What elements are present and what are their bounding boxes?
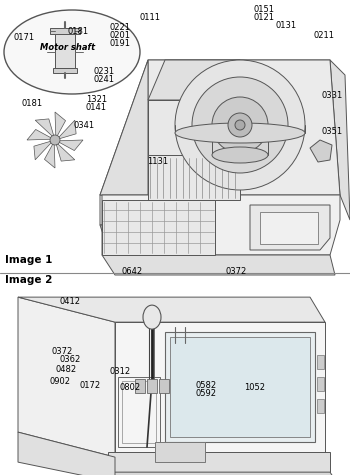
Text: 0341: 0341 [74,122,95,131]
Circle shape [50,135,60,145]
FancyBboxPatch shape [135,379,145,393]
Polygon shape [115,322,325,457]
Text: 0351: 0351 [321,127,342,136]
Circle shape [175,60,305,190]
Text: 0312: 0312 [110,368,131,377]
Polygon shape [108,452,330,472]
Polygon shape [18,297,325,322]
Polygon shape [102,255,335,275]
Polygon shape [56,143,75,161]
Text: 1052: 1052 [244,383,265,392]
Polygon shape [58,120,76,139]
Text: 0231: 0231 [93,67,114,76]
Text: 0181: 0181 [68,27,89,36]
Text: Image 1: Image 1 [5,255,52,265]
Polygon shape [102,200,215,255]
Ellipse shape [212,147,268,163]
Text: 0191: 0191 [110,38,131,48]
Polygon shape [35,119,54,137]
Polygon shape [100,195,340,225]
Text: 0131: 0131 [275,21,296,30]
Circle shape [212,97,268,153]
Text: Motor shaft: Motor shaft [40,42,95,51]
Polygon shape [100,60,148,195]
Polygon shape [50,28,80,34]
Text: 0221: 0221 [110,22,131,31]
FancyBboxPatch shape [317,377,324,391]
Text: 0372: 0372 [226,266,247,276]
Polygon shape [148,60,240,100]
Polygon shape [108,472,340,475]
Polygon shape [27,130,51,140]
Polygon shape [55,112,65,136]
Text: 0241: 0241 [93,76,114,85]
Text: 0362: 0362 [60,355,81,364]
Polygon shape [155,442,205,462]
Text: 0201: 0201 [110,30,131,39]
Text: 0482: 0482 [55,365,76,374]
Polygon shape [165,332,315,442]
Polygon shape [330,60,350,220]
Polygon shape [100,225,270,240]
Text: 0211: 0211 [313,31,334,40]
FancyBboxPatch shape [317,355,324,369]
Ellipse shape [175,123,305,143]
Text: 0121: 0121 [253,13,274,22]
Text: 0372: 0372 [52,348,73,357]
Text: 0141: 0141 [86,104,107,113]
Polygon shape [18,297,115,457]
Circle shape [235,120,245,130]
Text: 0582: 0582 [196,380,217,390]
Text: 0172: 0172 [80,380,101,390]
Text: 1321: 1321 [86,95,107,104]
Polygon shape [148,155,240,200]
Polygon shape [18,432,115,475]
Ellipse shape [4,10,140,94]
Polygon shape [100,60,340,195]
Polygon shape [310,140,332,162]
Polygon shape [170,337,310,437]
Polygon shape [53,68,77,73]
Text: 0111: 0111 [140,13,161,22]
Text: 0181: 0181 [22,98,43,107]
Polygon shape [250,205,330,250]
Ellipse shape [143,305,161,329]
Text: Image 2: Image 2 [5,275,52,285]
Polygon shape [34,141,52,160]
Text: 0802: 0802 [120,383,141,392]
Text: 0331: 0331 [321,92,342,101]
Text: 0642: 0642 [122,266,143,276]
Polygon shape [102,195,340,255]
Text: 0592: 0592 [196,389,217,398]
FancyBboxPatch shape [147,379,157,393]
Text: 0412: 0412 [60,296,81,305]
Text: 1131: 1131 [147,158,168,167]
Polygon shape [58,140,83,151]
Circle shape [228,113,252,137]
FancyBboxPatch shape [159,379,169,393]
Polygon shape [55,34,75,68]
Text: 0902: 0902 [50,378,71,387]
Polygon shape [44,143,55,168]
Text: 0171: 0171 [14,34,35,42]
FancyBboxPatch shape [317,399,324,413]
Polygon shape [260,212,318,244]
Text: 0151: 0151 [253,6,274,15]
Polygon shape [148,60,340,195]
Circle shape [192,77,288,173]
Polygon shape [148,100,220,195]
